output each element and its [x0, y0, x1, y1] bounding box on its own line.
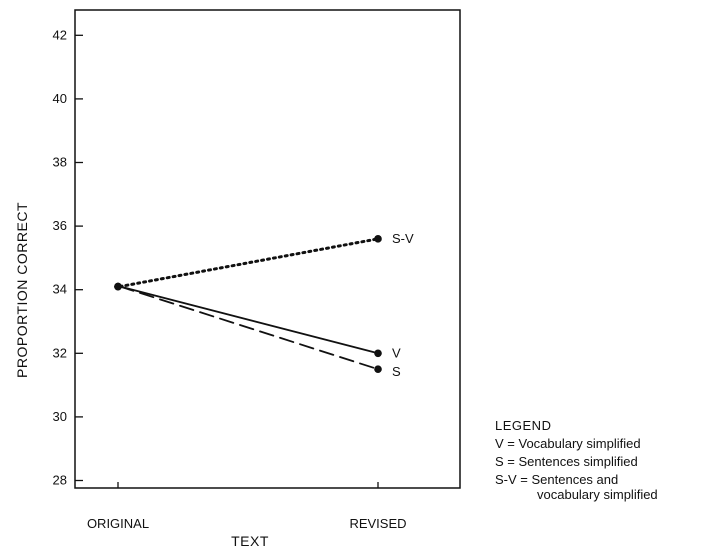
series-end-label-s-v: S-V	[392, 231, 414, 246]
legend-entry-s-v-continuation: vocabulary simplified	[537, 487, 658, 502]
y-tick-label: 38	[53, 155, 67, 170]
legend-entry-v: V = Vocabulary simplified	[495, 436, 641, 451]
y-tick-label: 30	[53, 409, 67, 424]
legend-entry-s: S = Sentences simplified	[495, 454, 638, 469]
plot-area-frame	[74, 9, 461, 489]
legend-title: LEGEND	[495, 418, 552, 433]
y-tick-label: 32	[53, 345, 67, 360]
legend: LEGEND V = Vocabulary simplified S = Sen…	[495, 417, 658, 504]
y-tick-label: 34	[53, 282, 67, 297]
x-axis-title: TEXT	[231, 533, 269, 549]
data-point-v	[374, 349, 382, 358]
series-line-s	[119, 285, 379, 371]
x-tick-label: ORIGINAL	[87, 516, 149, 531]
x-tick-label: REVISED	[349, 516, 406, 531]
y-axis-title: PROPORTION CORRECT	[14, 202, 30, 378]
data-point-s	[114, 282, 122, 291]
legend-entry-s-v: S-V = Sentences and	[495, 472, 619, 487]
x-axis-ticks: ORIGINAL REVISED	[87, 482, 407, 531]
y-tick-label: 36	[53, 218, 67, 233]
series-group: S-V VS	[114, 231, 414, 379]
data-point-s	[374, 365, 382, 374]
y-tick-label: 28	[53, 473, 67, 488]
y-axis-ticks: 28 30 32 34 36 38 40 42	[53, 27, 83, 488]
series-line-s-v	[118, 237, 380, 289]
y-tick-label: 42	[53, 27, 67, 42]
series-line-v	[119, 285, 379, 355]
y-tick-label: 40	[53, 91, 67, 106]
data-point-s-v	[374, 235, 382, 243]
series-end-label-s: S	[392, 364, 401, 379]
series-end-label-v: V	[392, 345, 401, 360]
